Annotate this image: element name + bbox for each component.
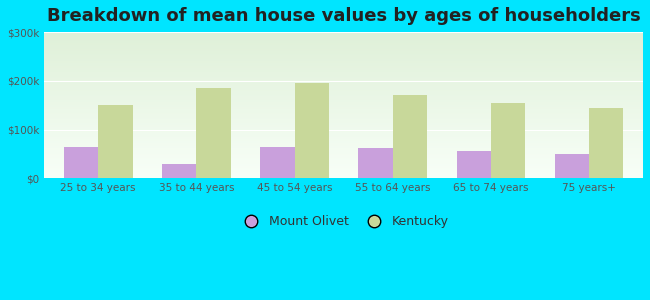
Bar (358, 148, 393, 178)
Bar (589, 108, 623, 178)
Bar (456, 152, 491, 178)
Bar (196, 88, 231, 178)
Bar (554, 154, 589, 178)
Bar (64, 147, 98, 178)
Title: Breakdown of mean house values by ages of householders: Breakdown of mean house values by ages o… (47, 7, 640, 25)
Legend: Mount Olivet, Kentucky: Mount Olivet, Kentucky (234, 211, 453, 233)
Bar (393, 95, 427, 178)
Bar (294, 83, 329, 178)
Bar (491, 103, 525, 178)
Bar (98, 105, 133, 178)
Bar (162, 164, 196, 178)
Bar (260, 147, 294, 178)
